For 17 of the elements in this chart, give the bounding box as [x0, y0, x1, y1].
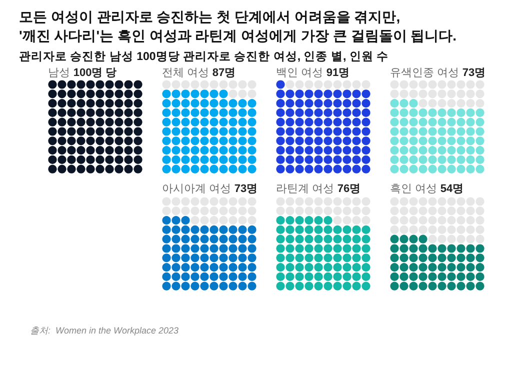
data-label: 73명 — [462, 67, 486, 79]
category-label: 흑인 여성 — [390, 183, 438, 195]
category-label: 전체 여성 — [162, 67, 210, 79]
category-label: 라틴계 여성 — [276, 183, 334, 195]
data-label: 87명 — [212, 67, 236, 79]
category-label: 백인 여성 — [276, 67, 324, 79]
data-label: 91명 — [326, 67, 350, 79]
data-label: 100명 당 — [73, 67, 117, 79]
category-label: 아시아계 여성 — [162, 183, 232, 195]
category-label: 남성 — [48, 67, 70, 79]
data-label: 73명 — [234, 183, 258, 195]
source-note: 출처: Women in the Workplace 2023 — [30, 326, 179, 336]
text: 관리자로 승진한 남성 100명당 관리자로 승진한 여성, 인종 별, 인원 수 — [19, 50, 389, 63]
data-label: 54명 — [440, 183, 464, 195]
text: 모든 여성이 관리자로 승진하는 첫 단계에서 어려움을 겪지만, '깨진 사다리'는 흑인 여성과 라틴계 여성에게 가장 큰 걸림돌이 됩니다. — [19, 8, 457, 44]
data-label: 76명 — [337, 183, 361, 195]
category-label: 유색인종 여성 — [390, 67, 460, 79]
